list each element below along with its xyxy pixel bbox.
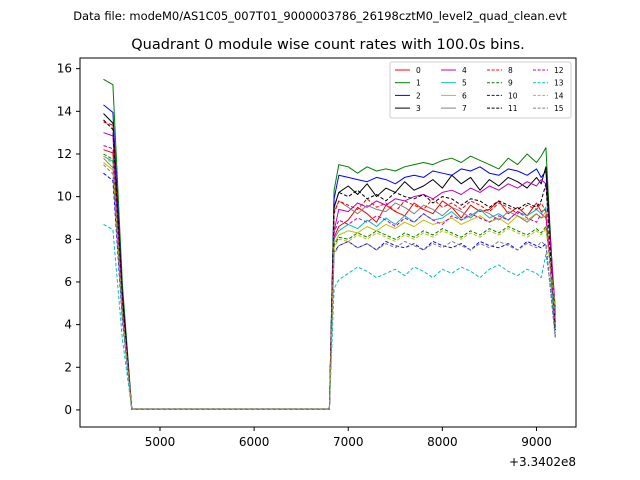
- legend-label-13: 13: [554, 79, 564, 88]
- x-tick-label: 6000: [239, 435, 270, 449]
- legend-label-10: 10: [508, 91, 518, 100]
- y-axis-ticks: 0 2 4 6 8 10 12 14 16: [57, 62, 80, 417]
- legend-label-2: 2: [416, 91, 421, 100]
- legend-label-5: 5: [462, 79, 467, 88]
- series-line-8: [103, 121, 556, 410]
- legend-label-0: 0: [416, 66, 421, 75]
- x-axis-offset-label: +3.3402e8: [509, 455, 576, 469]
- y-tick-label: 6: [64, 275, 72, 289]
- series-line-15: [103, 164, 556, 410]
- y-tick-label: 16: [57, 62, 72, 76]
- legend-label-3: 3: [416, 104, 421, 113]
- legend-label-1: 1: [416, 79, 421, 88]
- legend-label-4: 4: [462, 66, 467, 75]
- x-axis-ticks: 5000 6000 7000 8000 9000: [145, 427, 552, 449]
- legend-label-12: 12: [554, 66, 564, 75]
- y-tick-label: 12: [57, 147, 72, 161]
- y-tick-label: 2: [64, 360, 72, 374]
- y-tick-label: 14: [57, 104, 72, 118]
- y-tick-label: 0: [64, 403, 72, 417]
- legend-label-8: 8: [508, 66, 513, 75]
- series-lines: [103, 78, 556, 410]
- y-tick-label: 8: [64, 232, 72, 246]
- plot-frame: [79, 57, 577, 428]
- legend-label-11: 11: [508, 104, 518, 113]
- x-tick-label: 8000: [427, 435, 458, 449]
- x-tick-label: 9000: [521, 435, 552, 449]
- data-file-suptitle: Data file: modeM0/AS1C05_007T01_90000037…: [73, 9, 567, 23]
- chart-title: Quadrant 0 module wise count rates with …: [131, 37, 525, 53]
- legend-label-7: 7: [462, 104, 467, 113]
- series-line-13: [103, 223, 556, 410]
- plot-area: [79, 57, 577, 428]
- legend-label-9: 9: [508, 79, 513, 88]
- legend-label-15: 15: [554, 104, 564, 113]
- legend-label-6: 6: [462, 91, 467, 100]
- x-tick-label: 7000: [333, 435, 364, 449]
- legend-label-14: 14: [554, 91, 564, 100]
- legend-box: [389, 61, 572, 119]
- y-tick-label: 4: [64, 318, 72, 332]
- y-tick-label: 10: [57, 190, 72, 204]
- x-tick-label: 5000: [145, 435, 176, 449]
